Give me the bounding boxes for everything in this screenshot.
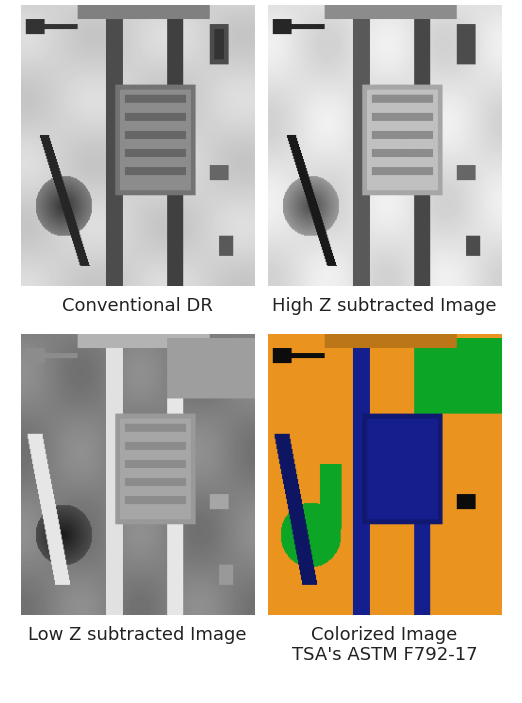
Text: Low Z subtracted Image: Low Z subtracted Image [28,626,247,644]
Text: Conventional DR: Conventional DR [62,297,213,315]
Text: Colorized Image
TSA's ASTM F792-17: Colorized Image TSA's ASTM F792-17 [291,626,477,664]
Text: High Z subtracted Image: High Z subtracted Image [272,297,496,315]
